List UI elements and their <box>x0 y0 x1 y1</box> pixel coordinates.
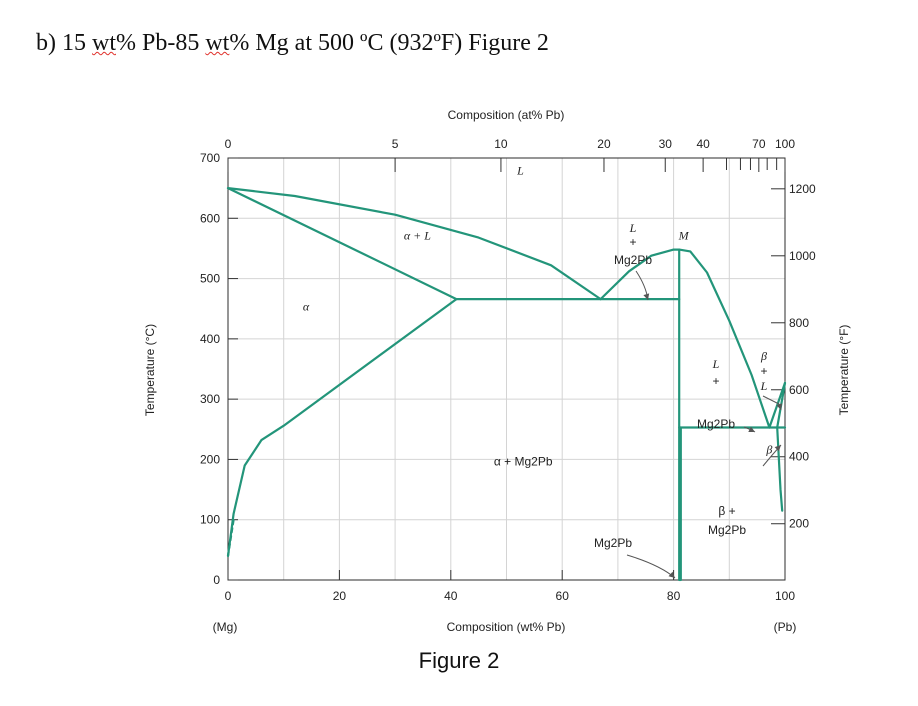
region-label-beta-L: β + L <box>760 349 768 393</box>
y2-tick-label: 1000 <box>789 249 816 263</box>
heading-mid: % Pb-85 <box>116 30 206 56</box>
boundary-solidus-alpha <box>226 187 458 301</box>
region-label: M <box>678 228 690 242</box>
label-L: L <box>712 357 720 371</box>
arrow-beta-L-head <box>776 403 783 410</box>
y-tick-label: 0 <box>213 573 220 587</box>
label-mg2pb-compound: Mg2Pb <box>594 536 632 550</box>
top-axis-label: Composition (at% Pb) <box>448 108 565 122</box>
y2-tick-label: 200 <box>789 517 809 531</box>
boundary-solvus-alpha-dashed <box>226 518 235 558</box>
y2-tick-label: 600 <box>789 383 809 397</box>
boundary-solvus-beta <box>776 426 784 512</box>
boundary-liquidus-alpha <box>226 187 602 301</box>
top-tick-label: 40 <box>696 137 710 151</box>
top-tick-label: 30 <box>659 137 673 151</box>
region-label-L-Mg2Pb-upper: L + Mg2Pb <box>614 221 652 267</box>
top-tick-label: 0 <box>225 137 232 151</box>
heading-suffix: % Mg at 500 ºC (932ºF) Figure 2 <box>229 30 549 56</box>
region-label: α <box>303 300 310 314</box>
boundary-liquidus-mg2pb-right <box>678 248 771 429</box>
label-mg2pb: Mg2Pb <box>708 523 746 537</box>
x-tick-label: 20 <box>333 589 347 603</box>
y-tick-label: 400 <box>200 332 220 346</box>
region-label-beta-Mg2Pb: β + Mg2Pb <box>708 504 746 537</box>
label-L: L <box>760 379 768 393</box>
phase-boundaries <box>226 187 787 582</box>
arrow-L-mg2pb-lower-head <box>748 426 755 432</box>
x-tick-label: 0 <box>225 589 232 603</box>
heading-prefix: b) 15 <box>36 30 92 56</box>
y-tick-label: 300 <box>200 392 220 406</box>
x-tick-label: 100 <box>775 589 795 603</box>
left-end-label: (Mg) <box>213 620 238 634</box>
label-mg2pb: Mg2Pb <box>614 253 652 267</box>
label-plus: + <box>760 364 767 378</box>
leader-arrows <box>626 270 783 579</box>
region-label: β <box>765 442 772 456</box>
top-tick-label: 5 <box>392 137 399 151</box>
top-tick-label: 100 <box>775 137 795 151</box>
label-beta-plus: β + <box>718 504 735 518</box>
region-annotations: Lα + L α α + Mg2Pb Mβ <box>303 163 773 468</box>
x-axis-label: Composition (wt% Pb) <box>447 620 566 634</box>
region-label-L-Mg2Pb-lower: L + Mg2Pb <box>697 357 735 431</box>
y-tick-label: 500 <box>200 272 220 286</box>
top-tick-label: 70 <box>752 137 766 151</box>
region-label: α + L <box>404 228 431 242</box>
label-mg2pb: Mg2Pb <box>697 417 735 431</box>
top-tick-label: 10 <box>494 137 508 151</box>
x-tick-label: 80 <box>667 589 681 603</box>
region-label: L <box>516 163 524 177</box>
right-end-label: (Pb) <box>774 620 797 634</box>
arrow-mg2pb-compound-head <box>668 571 675 578</box>
y-tick-label: 600 <box>200 211 220 225</box>
boundary-liquidus-mg2pb-left <box>599 248 681 301</box>
figure-caption: Figure 2 <box>418 648 500 673</box>
axes-ticks: 0 20 40 60 80 1000100200300400500600700200400… <box>200 137 816 603</box>
arrow-mg2pb-compound <box>626 554 676 579</box>
label-beta: β <box>760 349 767 363</box>
y2-tick-label: 1200 <box>789 182 816 196</box>
label-plus: + <box>629 235 636 249</box>
region-label: α + Mg2Pb <box>494 454 553 468</box>
y-tick-label: 200 <box>200 452 220 466</box>
arrow-beta-head <box>774 445 781 452</box>
label-L: L <box>629 221 637 235</box>
problem-heading: b) 15 wt% Pb-85 wt% Mg at 500 ºC (932ºF)… <box>36 30 549 57</box>
heading-word-wt-1: wt <box>92 30 116 56</box>
grid <box>228 158 785 580</box>
plot-frame <box>227 157 786 581</box>
y-axis-label: Temperature (°C) <box>143 324 157 416</box>
heading-word-wt-2: wt <box>205 30 230 56</box>
y2-axis-label: Temperature (°F) <box>837 325 851 416</box>
y2-tick-label: 800 <box>789 316 809 330</box>
top-tick-label: 20 <box>597 137 611 151</box>
x-tick-label: 60 <box>556 589 570 603</box>
y2-tick-label: 400 <box>789 450 809 464</box>
labels: Composition (at% Pb) Composition (wt% Pb… <box>143 108 851 634</box>
y-tick-label: 700 <box>200 151 220 165</box>
arrow-L-mg2pb-head <box>643 293 650 300</box>
label-plus: + <box>712 374 719 388</box>
boundary-solvus-alpha <box>226 298 458 558</box>
y-tick-label: 100 <box>200 513 220 527</box>
x-tick-label: 40 <box>444 589 458 603</box>
